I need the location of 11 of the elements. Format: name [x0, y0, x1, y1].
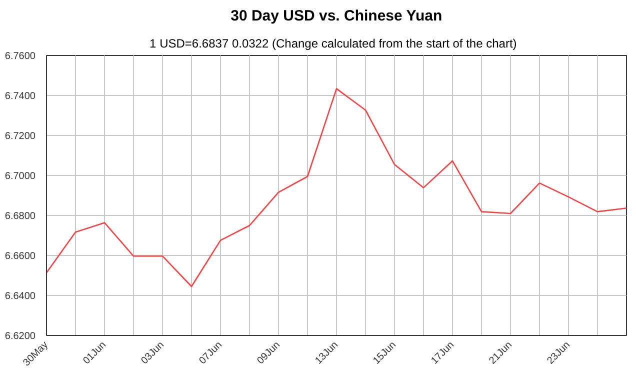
line-series — [46, 88, 626, 288]
y-tick-label: 6.6400 — [4, 291, 36, 302]
y-tick-label: 6.6600 — [4, 251, 36, 262]
y-tick-label: 6.6800 — [4, 211, 36, 222]
chart-title: 30 Day USD vs. Chinese Yuan — [230, 8, 442, 24]
y-tick-label: 6.7200 — [4, 131, 36, 142]
chart-subtitle: 1 USD=6.6837 0.0322 (Change calculated from the start of the chart) — [150, 36, 517, 50]
y-tick-label: 6.7400 — [4, 91, 36, 102]
y-tick-label: 6.6200 — [4, 331, 36, 342]
y-tick-label: 6.7000 — [4, 171, 36, 182]
y-tick-label: 6.7600 — [4, 51, 36, 62]
